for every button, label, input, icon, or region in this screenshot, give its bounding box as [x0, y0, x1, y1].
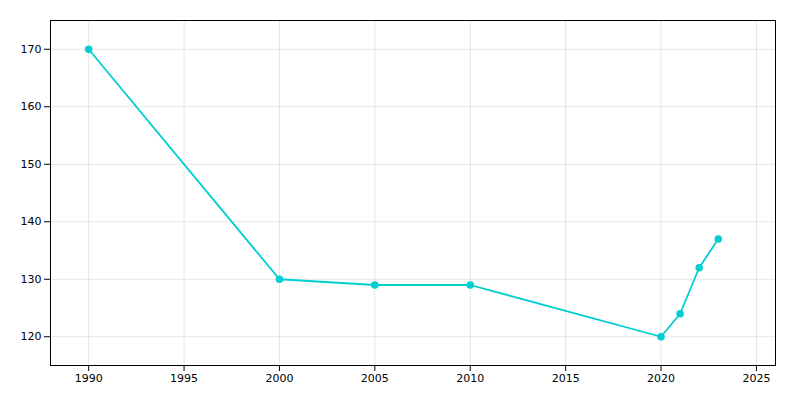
svg-text:160: 160	[21, 100, 42, 113]
svg-text:2020: 2020	[647, 372, 675, 385]
svg-text:2005: 2005	[361, 372, 389, 385]
svg-text:2025: 2025	[742, 372, 770, 385]
svg-text:2015: 2015	[552, 372, 580, 385]
svg-text:150: 150	[21, 158, 42, 171]
svg-text:140: 140	[21, 215, 42, 228]
svg-text:170: 170	[21, 43, 42, 56]
svg-text:2000: 2000	[265, 372, 293, 385]
svg-text:120: 120	[21, 330, 42, 343]
svg-text:1995: 1995	[170, 372, 198, 385]
svg-text:1990: 1990	[75, 372, 103, 385]
svg-text:130: 130	[21, 273, 42, 286]
svg-text:2010: 2010	[456, 372, 484, 385]
